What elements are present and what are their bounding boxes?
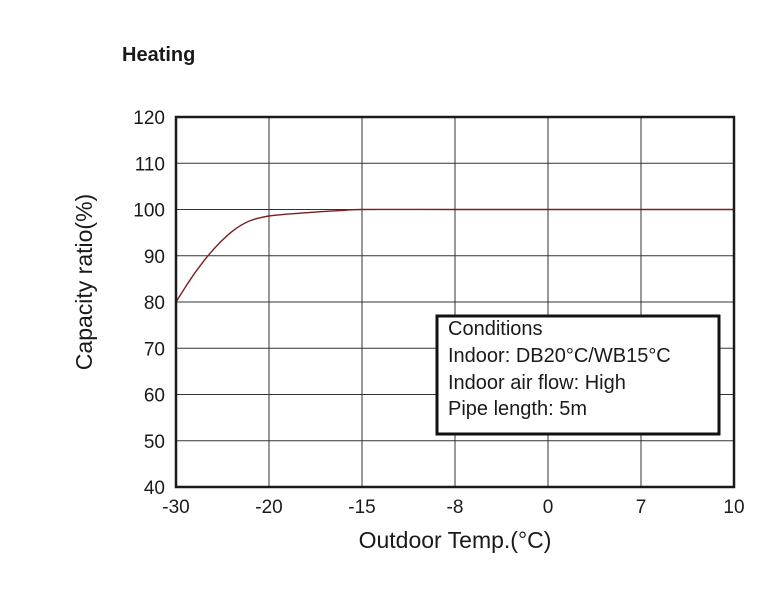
- y-tick-label: 60: [144, 386, 165, 407]
- y-axis-label: Capacity ratio(%): [71, 194, 97, 370]
- conditions-box: Conditions Indoor: DB20°C/WB15°C Indoor …: [435, 314, 721, 436]
- conditions-air-flow: Indoor air flow: High: [448, 372, 626, 394]
- x-axis-label: Outdoor Temp.(°C): [359, 527, 552, 553]
- x-tick-label: -30: [162, 497, 189, 518]
- y-tick-label: 50: [144, 432, 165, 453]
- x-tick-label: -20: [255, 497, 282, 518]
- chart-title: Heating: [122, 44, 195, 66]
- conditions-border: [435, 314, 721, 436]
- x-tick-label: 0: [543, 497, 554, 518]
- plot-frame: [174, 115, 736, 489]
- y-tick-label: 90: [144, 247, 165, 268]
- y-tick-labels: 40 50 60 70 80 90 100 110 120: [133, 108, 165, 499]
- x-tick-label: 10: [723, 497, 744, 518]
- x-tick-labels: -30 -20 -15 -8 0 7 10: [162, 497, 744, 518]
- series-line: [175, 208, 734, 303]
- x-tick-label: -15: [348, 497, 375, 518]
- y-tick-label: 70: [144, 339, 165, 360]
- conditions-pipe: Pipe length: 5m: [448, 398, 587, 420]
- x-tick-label: -8: [447, 497, 464, 518]
- series-group: [175, 208, 734, 303]
- conditions-heading: Conditions: [448, 318, 543, 340]
- y-tick-label: 110: [135, 154, 165, 175]
- x-tick-label: 7: [636, 497, 647, 518]
- y-tick-label: 40: [144, 478, 165, 499]
- y-tick-label: 120: [133, 108, 165, 129]
- grid: [176, 117, 734, 487]
- y-tick-label: 80: [144, 293, 165, 314]
- conditions-indoor: Indoor: DB20°C/WB15°C: [448, 345, 671, 367]
- y-tick-label: 100: [133, 201, 165, 222]
